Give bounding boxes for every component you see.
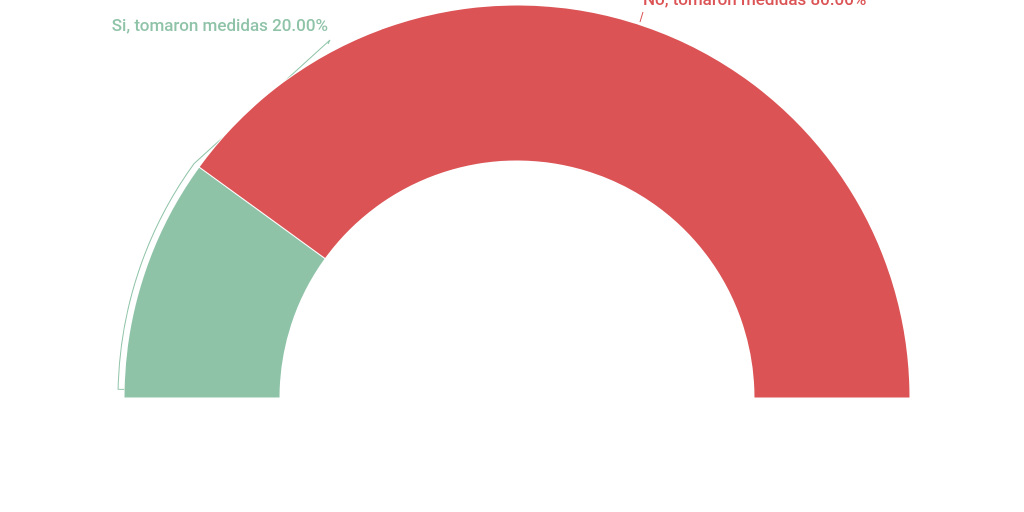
leader-line: [117, 39, 331, 390]
leader-line: [639, 11, 644, 23]
value-label: 20.00%: [272, 16, 328, 36]
category-label: No, tomaron medidas: [643, 0, 807, 10]
data-label: No, tomaron medidas 80.00%: [643, 0, 866, 10]
slice: [198, 4, 911, 399]
category-label: Si, tomaron medidas: [112, 16, 268, 36]
data-label: Si, tomaron medidas 20.00%: [112, 16, 328, 36]
value-label: 80.00%: [811, 0, 867, 10]
